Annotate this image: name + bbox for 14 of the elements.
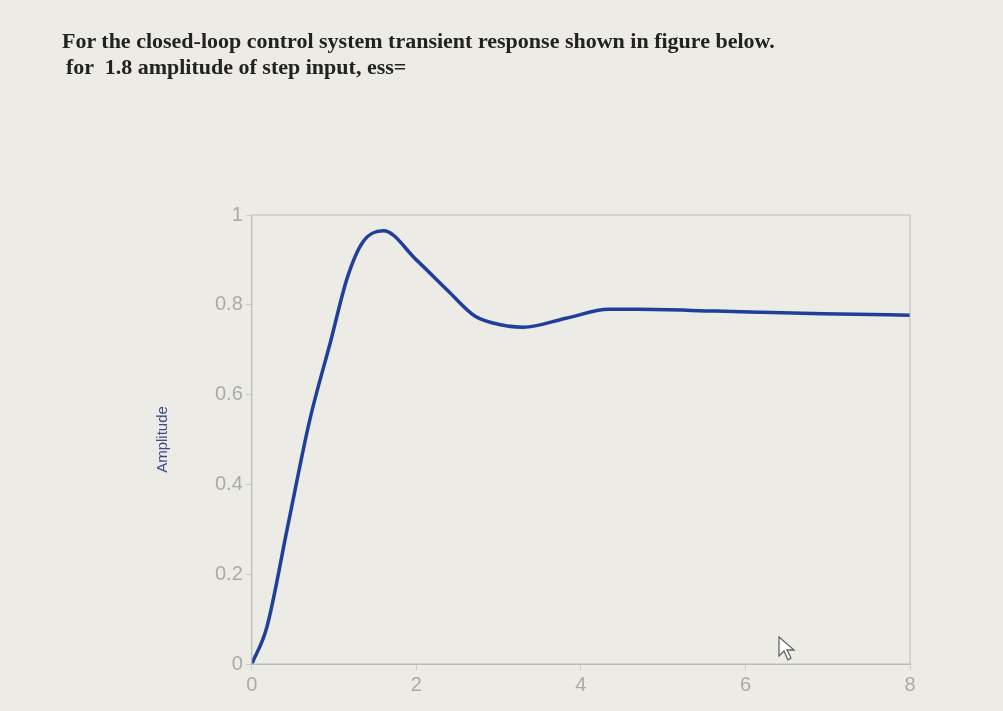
y-tick-label: 0.6 bbox=[214, 382, 243, 405]
chart-subtitle: for 1.8 amplitude of step input, ess= bbox=[66, 54, 407, 80]
y-tick-label: 1 bbox=[231, 202, 243, 225]
x-tick-label: 8 bbox=[904, 672, 916, 695]
x-tick-label: 2 bbox=[410, 672, 422, 695]
chart-title: For the closed-loop control system transient response shown in figure below. bbox=[62, 28, 775, 54]
x-tick-label: 6 bbox=[739, 672, 752, 695]
x-tick-label: 4 bbox=[575, 672, 587, 695]
y-tick-label: 0 bbox=[231, 651, 243, 674]
y-tick-label: 0.8 bbox=[214, 292, 243, 315]
x-tick-label: 0 bbox=[246, 672, 258, 695]
y-tick-label: 0.4 bbox=[214, 471, 243, 494]
y-axis-title: Amplitude bbox=[153, 406, 171, 473]
y-tick-label: 0.2 bbox=[214, 561, 243, 584]
